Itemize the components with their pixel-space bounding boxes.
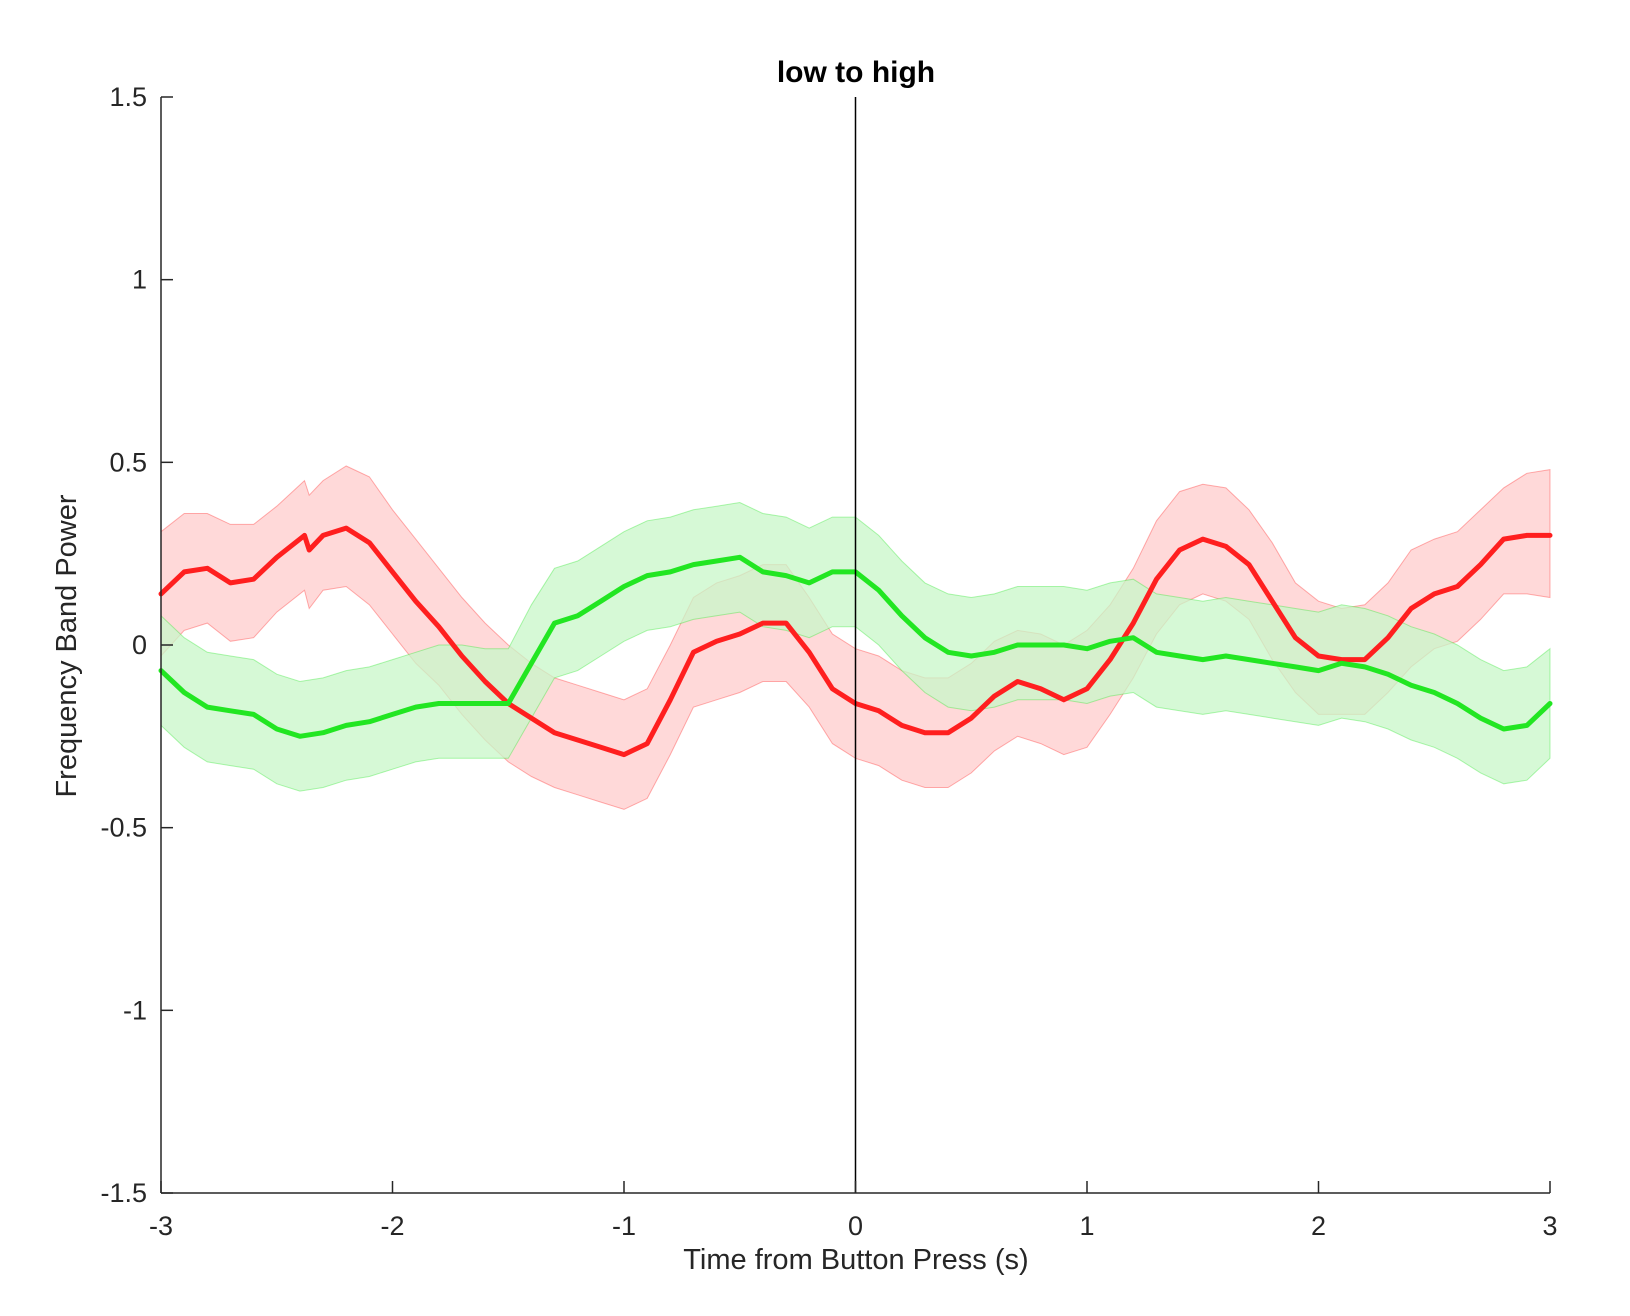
x-tick-label: 1	[1079, 1211, 1094, 1241]
y-tick-label: 1	[132, 265, 147, 295]
x-tick-label: -3	[149, 1211, 173, 1241]
series-2-error-band	[160, 501, 1551, 792]
x-tick-label: 3	[1542, 1211, 1557, 1241]
y-tick-label: -0.5	[100, 813, 147, 843]
plot-area: -3 -2 -1 0 1 2 3 -1.5 -1 -0.5 0 0.5 1 1.5	[100, 82, 1557, 1241]
x-axis-label: Time from Button Press (s)	[683, 1244, 1028, 1276]
y-tick-label: -1.5	[100, 1178, 147, 1208]
x-tick-label: 0	[848, 1211, 863, 1241]
series-1-line	[158, 525, 1553, 758]
x-tick-label: 2	[1311, 1211, 1326, 1241]
chart-title: low to high	[777, 56, 935, 89]
x-tick-label: -1	[612, 1211, 636, 1241]
y-tick-label: 1.5	[109, 82, 147, 112]
y-axis-label: Frequency Band Power	[51, 494, 83, 797]
y-tick-label: 0	[132, 630, 147, 660]
y-tick-label: -1	[123, 995, 147, 1025]
y-tick-label: 0.5	[109, 447, 147, 477]
x-tick-label: -2	[380, 1211, 404, 1241]
